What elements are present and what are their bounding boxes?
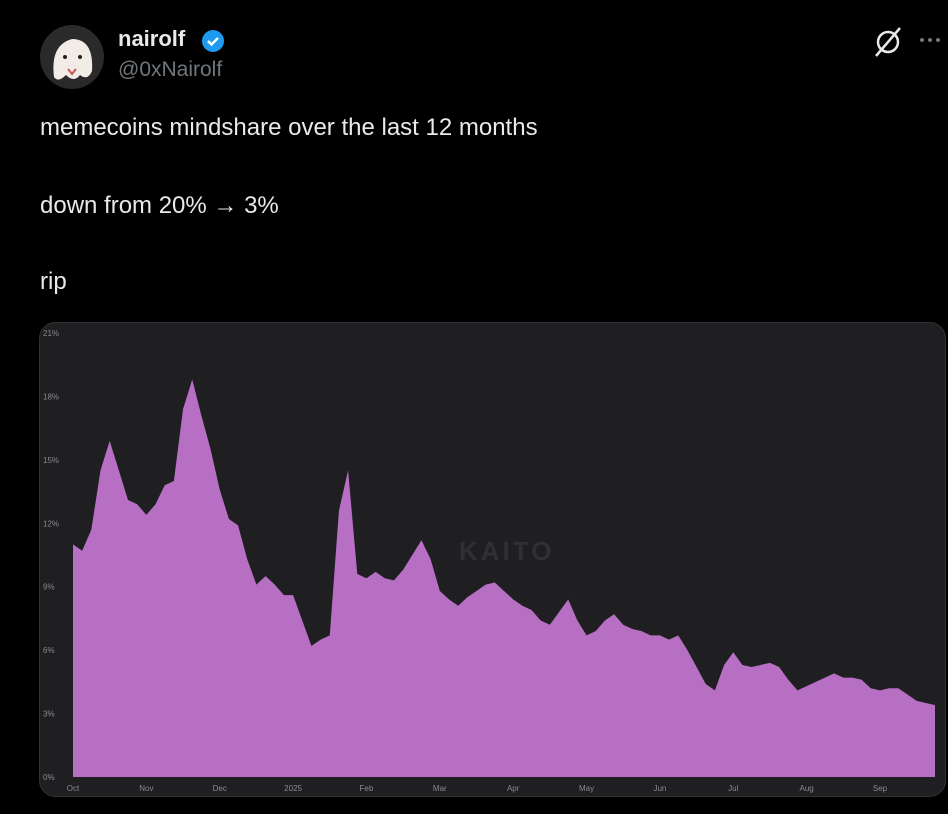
chart[interactable]: 0% 3% 6% 9% 12% 15% 18% 21% KAITO Oct Nov Dec 2025 Fe… (39, 322, 947, 798)
y-tick-label: 18% (43, 392, 59, 401)
x-tick-label: Apr (507, 784, 520, 793)
verified-badge (202, 30, 224, 52)
grok-icon[interactable] (870, 24, 906, 60)
author-handle[interactable]: @0xNairolf (118, 58, 223, 81)
y-tick-label: 9% (43, 583, 55, 592)
x-tick-label: 2025 (284, 784, 302, 793)
x-tick-label: May (579, 784, 594, 793)
y-tick-label: 0% (43, 773, 55, 782)
x-tick-label: Sep (873, 784, 888, 793)
y-tick-label: 6% (43, 646, 55, 655)
y-tick-label: 15% (43, 456, 59, 465)
author-name[interactable]: nairolf (118, 26, 186, 51)
more-icon[interactable] (916, 30, 946, 50)
x-tick-label: Aug (799, 784, 813, 793)
x-tick-label: Jun (653, 784, 666, 793)
tweet-text: memecoins mindshare over the last 12 mon… (40, 114, 538, 141)
x-tick-label: Jul (728, 784, 738, 793)
tweet-text: rip (40, 268, 67, 295)
avatar[interactable] (40, 25, 104, 89)
x-tick-label: Feb (360, 784, 374, 793)
y-tick-label: 21% (43, 329, 59, 338)
tweet-text: down from 20% → 3% (40, 192, 279, 219)
x-tick-label: Oct (67, 784, 80, 793)
x-tick-label: Mar (433, 784, 447, 793)
watermark: KAITO (459, 536, 554, 566)
x-tick-label: Dec (213, 784, 227, 793)
x-tick-label: Nov (139, 784, 153, 793)
y-tick-label: 12% (43, 519, 59, 528)
area (73, 379, 935, 777)
y-tick-label: 3% (43, 710, 55, 719)
